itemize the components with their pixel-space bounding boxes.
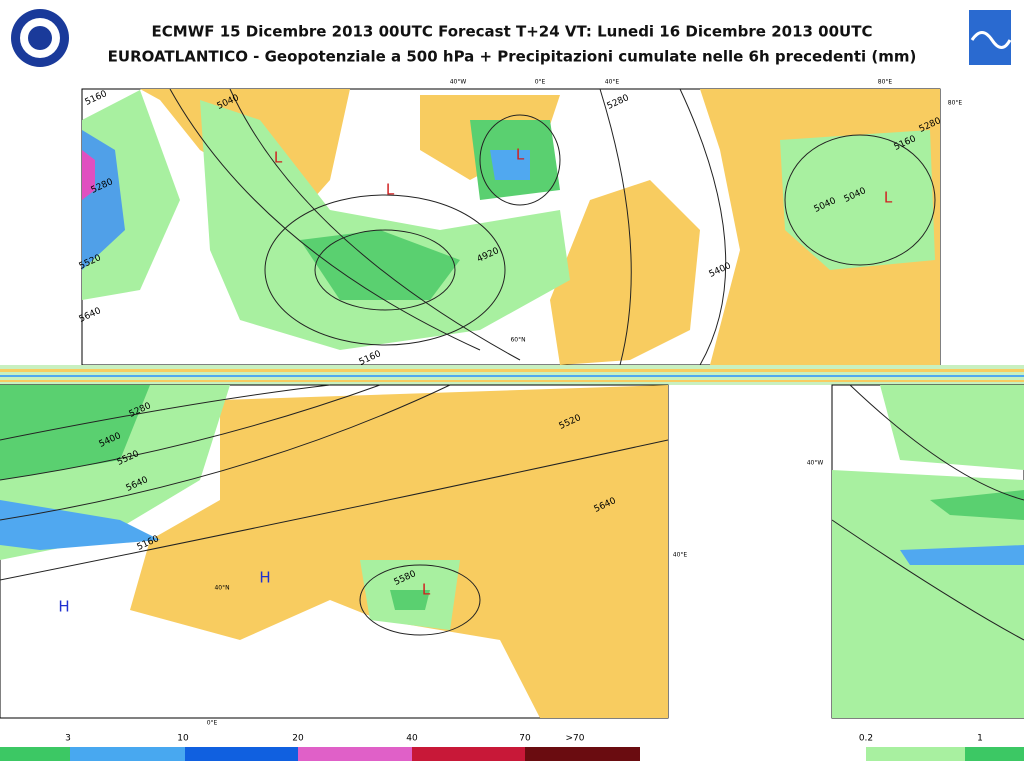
low-marker: L	[516, 146, 525, 164]
legend-label: >70	[566, 734, 585, 744]
legend-label: 40	[406, 734, 418, 744]
graticule-label: 80°E	[878, 79, 893, 86]
top-map-panel	[81, 88, 941, 366]
bottom-left-map-panel	[0, 384, 669, 719]
logo-right	[969, 10, 1012, 65]
precip-legend: 3 10 20 40 70 >70 0.2 1	[0, 734, 1024, 761]
graticule-label: 0°E	[207, 720, 218, 727]
low-marker: L	[422, 581, 431, 599]
graticule-label: 80°E	[948, 100, 963, 107]
graticule-label: 40°E	[673, 552, 688, 559]
legend-label: 10	[177, 734, 189, 744]
legend-label: 3	[65, 734, 71, 744]
graticule-label: 40°W	[807, 460, 824, 467]
legend-label: 70	[519, 734, 531, 744]
graticule-label: 40°W	[450, 79, 467, 86]
logo-left	[11, 9, 69, 67]
glitch-band	[0, 365, 1024, 385]
legend-label: 20	[292, 734, 304, 744]
title: ECMWF 15 Dicembre 2013 00UTC Forecast T+…	[152, 23, 873, 41]
graticule-label: 40°N	[214, 585, 229, 592]
graticule-label: 0°E	[535, 79, 546, 86]
low-marker: L	[274, 149, 283, 167]
legend-label: 1	[977, 734, 983, 744]
legend-label: 0.2	[859, 734, 873, 744]
graticule-label: 40°E	[605, 79, 620, 86]
high-marker: H	[58, 598, 69, 616]
low-marker: L	[884, 189, 893, 207]
low-marker: L	[386, 181, 395, 199]
subtitle: EUROATLANTICO - Geopotenziale a 500 hPa …	[108, 48, 917, 66]
high-marker: H	[259, 569, 270, 587]
graticule-label: 60°N	[510, 337, 525, 344]
bottom-right-map-panel	[831, 384, 1024, 719]
